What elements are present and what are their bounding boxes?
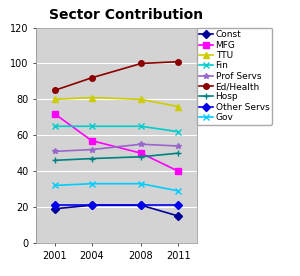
Fin: [53, 125, 56, 128]
Hosp: [90, 157, 93, 160]
Line: Ed/Health: Ed/Health: [52, 59, 181, 93]
Ed/Health: [90, 76, 93, 79]
TTU: [53, 98, 56, 101]
Text: Sector Contribution: Sector Contribution: [49, 8, 203, 22]
Gov: [53, 184, 56, 187]
Const: [90, 204, 93, 207]
Hosp: [139, 155, 143, 158]
MFG: [139, 152, 143, 155]
Ed/Health: [139, 62, 143, 65]
Legend: Const, MFG, TTU, Fin, Prof Servs, Ed/Health, Hosp, Other Servs, Gov: Const, MFG, TTU, Fin, Prof Servs, Ed/Hea…: [196, 28, 272, 125]
Prof Servs: [176, 144, 180, 148]
Line: Other Servs: Other Servs: [52, 202, 181, 208]
Line: Gov: Gov: [52, 181, 181, 194]
Gov: [176, 189, 180, 193]
Line: MFG: MFG: [52, 111, 181, 174]
Line: TTU: TTU: [52, 95, 181, 109]
Const: [53, 207, 56, 211]
Prof Servs: [53, 150, 56, 153]
TTU: [139, 98, 143, 101]
Hosp: [53, 159, 56, 162]
Gov: [139, 182, 143, 185]
MFG: [176, 169, 180, 173]
Prof Servs: [139, 142, 143, 146]
Line: Fin: Fin: [52, 123, 181, 134]
TTU: [90, 96, 93, 99]
Other Servs: [90, 204, 93, 207]
Fin: [176, 130, 180, 133]
Fin: [90, 125, 93, 128]
Line: Prof Servs: Prof Servs: [52, 141, 181, 154]
Prof Servs: [90, 148, 93, 151]
MFG: [90, 139, 93, 142]
TTU: [176, 105, 180, 108]
Hosp: [176, 152, 180, 155]
Other Servs: [53, 204, 56, 207]
Gov: [90, 182, 93, 185]
Ed/Health: [176, 60, 180, 63]
Ed/Health: [53, 89, 56, 92]
MFG: [53, 112, 56, 115]
Const: [176, 214, 180, 217]
Other Servs: [176, 204, 180, 207]
Fin: [139, 125, 143, 128]
Line: Hosp: Hosp: [52, 150, 181, 163]
Other Servs: [139, 204, 143, 207]
Const: [139, 204, 143, 207]
Line: Const: Const: [52, 202, 181, 219]
